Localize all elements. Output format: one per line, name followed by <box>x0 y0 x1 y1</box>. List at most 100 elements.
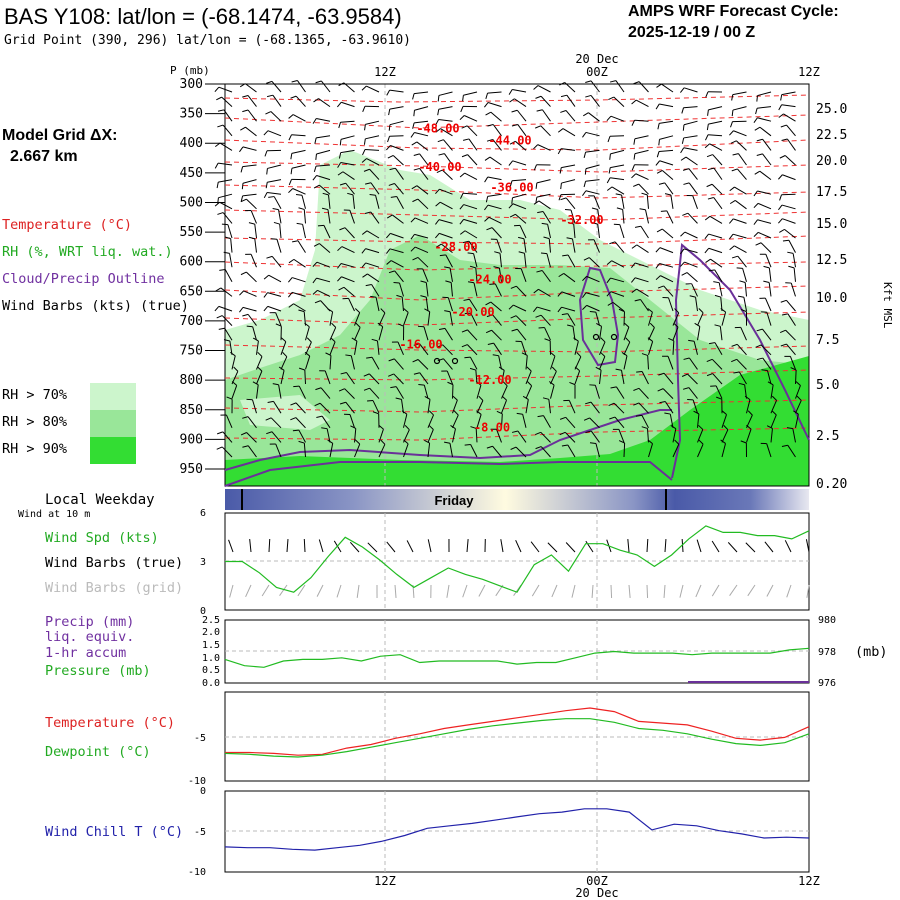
wind-barb <box>252 326 257 341</box>
wind-barb <box>683 248 698 254</box>
wind-barb-flag <box>756 357 763 361</box>
wind-barb <box>487 91 502 94</box>
surface-barb <box>646 538 649 553</box>
wind-barb <box>298 429 306 443</box>
wind-barb-flag <box>489 283 496 285</box>
wind-barb <box>414 246 429 254</box>
surface-barb <box>696 539 702 553</box>
wind-barb <box>711 358 723 370</box>
wind-barb-flag <box>706 373 713 377</box>
wind-barb <box>762 357 772 370</box>
wind-barb <box>732 106 747 111</box>
wind-barb <box>782 218 796 224</box>
wind-barb-flag <box>533 306 538 313</box>
pressure-axis-title: P (mb) <box>170 64 210 77</box>
wind-barb-flag <box>510 446 517 450</box>
wind-barb <box>561 179 576 184</box>
wind-barb-flag <box>363 138 366 145</box>
wind-barb-flag <box>509 140 516 145</box>
wind-barb-flag <box>386 145 391 151</box>
wind-barb-flag <box>388 358 395 362</box>
wind-barb-flag <box>439 254 446 257</box>
label-wind-barbs-grid: Wind Barbs (grid) <box>45 580 184 596</box>
wind-barb <box>667 356 674 370</box>
pressure-axis-ticks: 300 350 400 450 500 550 600 650 700 750 800 850 900 9… <box>180 77 225 477</box>
panel-tick: 0.0 <box>202 678 220 689</box>
wind-barb-flag <box>510 315 517 319</box>
wind-barb-flag <box>386 233 391 239</box>
wind-barb-flag <box>707 197 714 200</box>
wind-barb <box>540 446 551 458</box>
wind-barb-flag <box>485 196 489 203</box>
wind-barb-flag <box>682 212 689 216</box>
wind-barb <box>319 243 331 253</box>
wind-barb-flag <box>390 196 397 198</box>
wind-barb <box>795 385 801 399</box>
wind-barb-flag <box>537 211 544 214</box>
label-wind-speed: Wind Spd (kts) <box>45 530 159 546</box>
wind-barb <box>635 173 649 181</box>
grid-barb <box>531 584 540 597</box>
wind-barb-flag <box>498 366 505 371</box>
pressure-tick: 700 <box>180 314 203 329</box>
wind-barb <box>540 125 551 137</box>
wind-barb <box>468 138 478 151</box>
wind-barb-flag <box>322 192 329 196</box>
wind-barb <box>619 224 625 239</box>
wind-barb <box>452 428 456 443</box>
wind-barb <box>291 164 306 169</box>
wind-barb-flag <box>214 86 220 93</box>
dewpoint-line <box>224 718 810 758</box>
wind-barb <box>634 119 649 122</box>
grid-barb <box>551 584 558 598</box>
wind-barb <box>242 179 257 184</box>
wind-barb <box>392 214 404 224</box>
wind-barb-flag <box>681 272 688 276</box>
wind-barb <box>329 443 334 458</box>
wind-barb-flag <box>674 308 680 314</box>
wind-barb-flag <box>557 291 563 297</box>
wind-barb <box>736 358 747 370</box>
wind-barb-flag <box>755 344 762 348</box>
wind-barb <box>354 312 361 326</box>
wind-barb <box>732 233 747 239</box>
wind-barb <box>513 304 527 312</box>
wind-barb-flag <box>582 305 588 310</box>
wind-barb-flag <box>778 204 783 211</box>
wind-barb <box>684 231 698 239</box>
wind-barb-flag <box>436 344 443 348</box>
wind-barb-flag <box>266 431 273 435</box>
wind-barb <box>721 443 726 458</box>
wind-barb <box>786 138 796 151</box>
wind-barb-flag <box>756 328 763 332</box>
wind-barb-flag <box>778 218 783 224</box>
wind-barb-flag <box>412 122 415 129</box>
wind-height-note: Wind at 10 m <box>18 509 91 520</box>
wind-barb <box>585 164 600 170</box>
isotherm-label: -40.00 <box>418 160 461 174</box>
grid-barb <box>729 584 738 596</box>
grid-barb <box>695 584 702 598</box>
wind-barb <box>468 240 478 253</box>
wind-barb-flag <box>681 107 685 114</box>
pressure-tick: 950 <box>180 462 203 477</box>
wind-barb <box>593 239 600 253</box>
wind-barb <box>501 413 503 428</box>
wind-barb-flag <box>641 426 648 429</box>
wind-barb <box>512 193 527 199</box>
wind-barb <box>544 327 551 341</box>
wind-barb-flag <box>680 261 685 267</box>
wind-barb-flag <box>621 351 628 357</box>
wind-barb-flag <box>707 109 709 116</box>
wind-barb-flag <box>795 381 801 386</box>
surface-barb <box>318 539 324 553</box>
wind-barb <box>547 224 551 239</box>
wind-barb-flag <box>560 110 567 113</box>
wind-barb-flag <box>533 144 539 150</box>
wind-barb <box>475 267 478 282</box>
wind-barb <box>516 328 527 341</box>
wind-barb-flag <box>631 244 638 249</box>
pressure-tick: 350 <box>180 107 203 122</box>
wind-barb-flag <box>511 109 518 113</box>
wind-barb-flag <box>437 109 440 116</box>
